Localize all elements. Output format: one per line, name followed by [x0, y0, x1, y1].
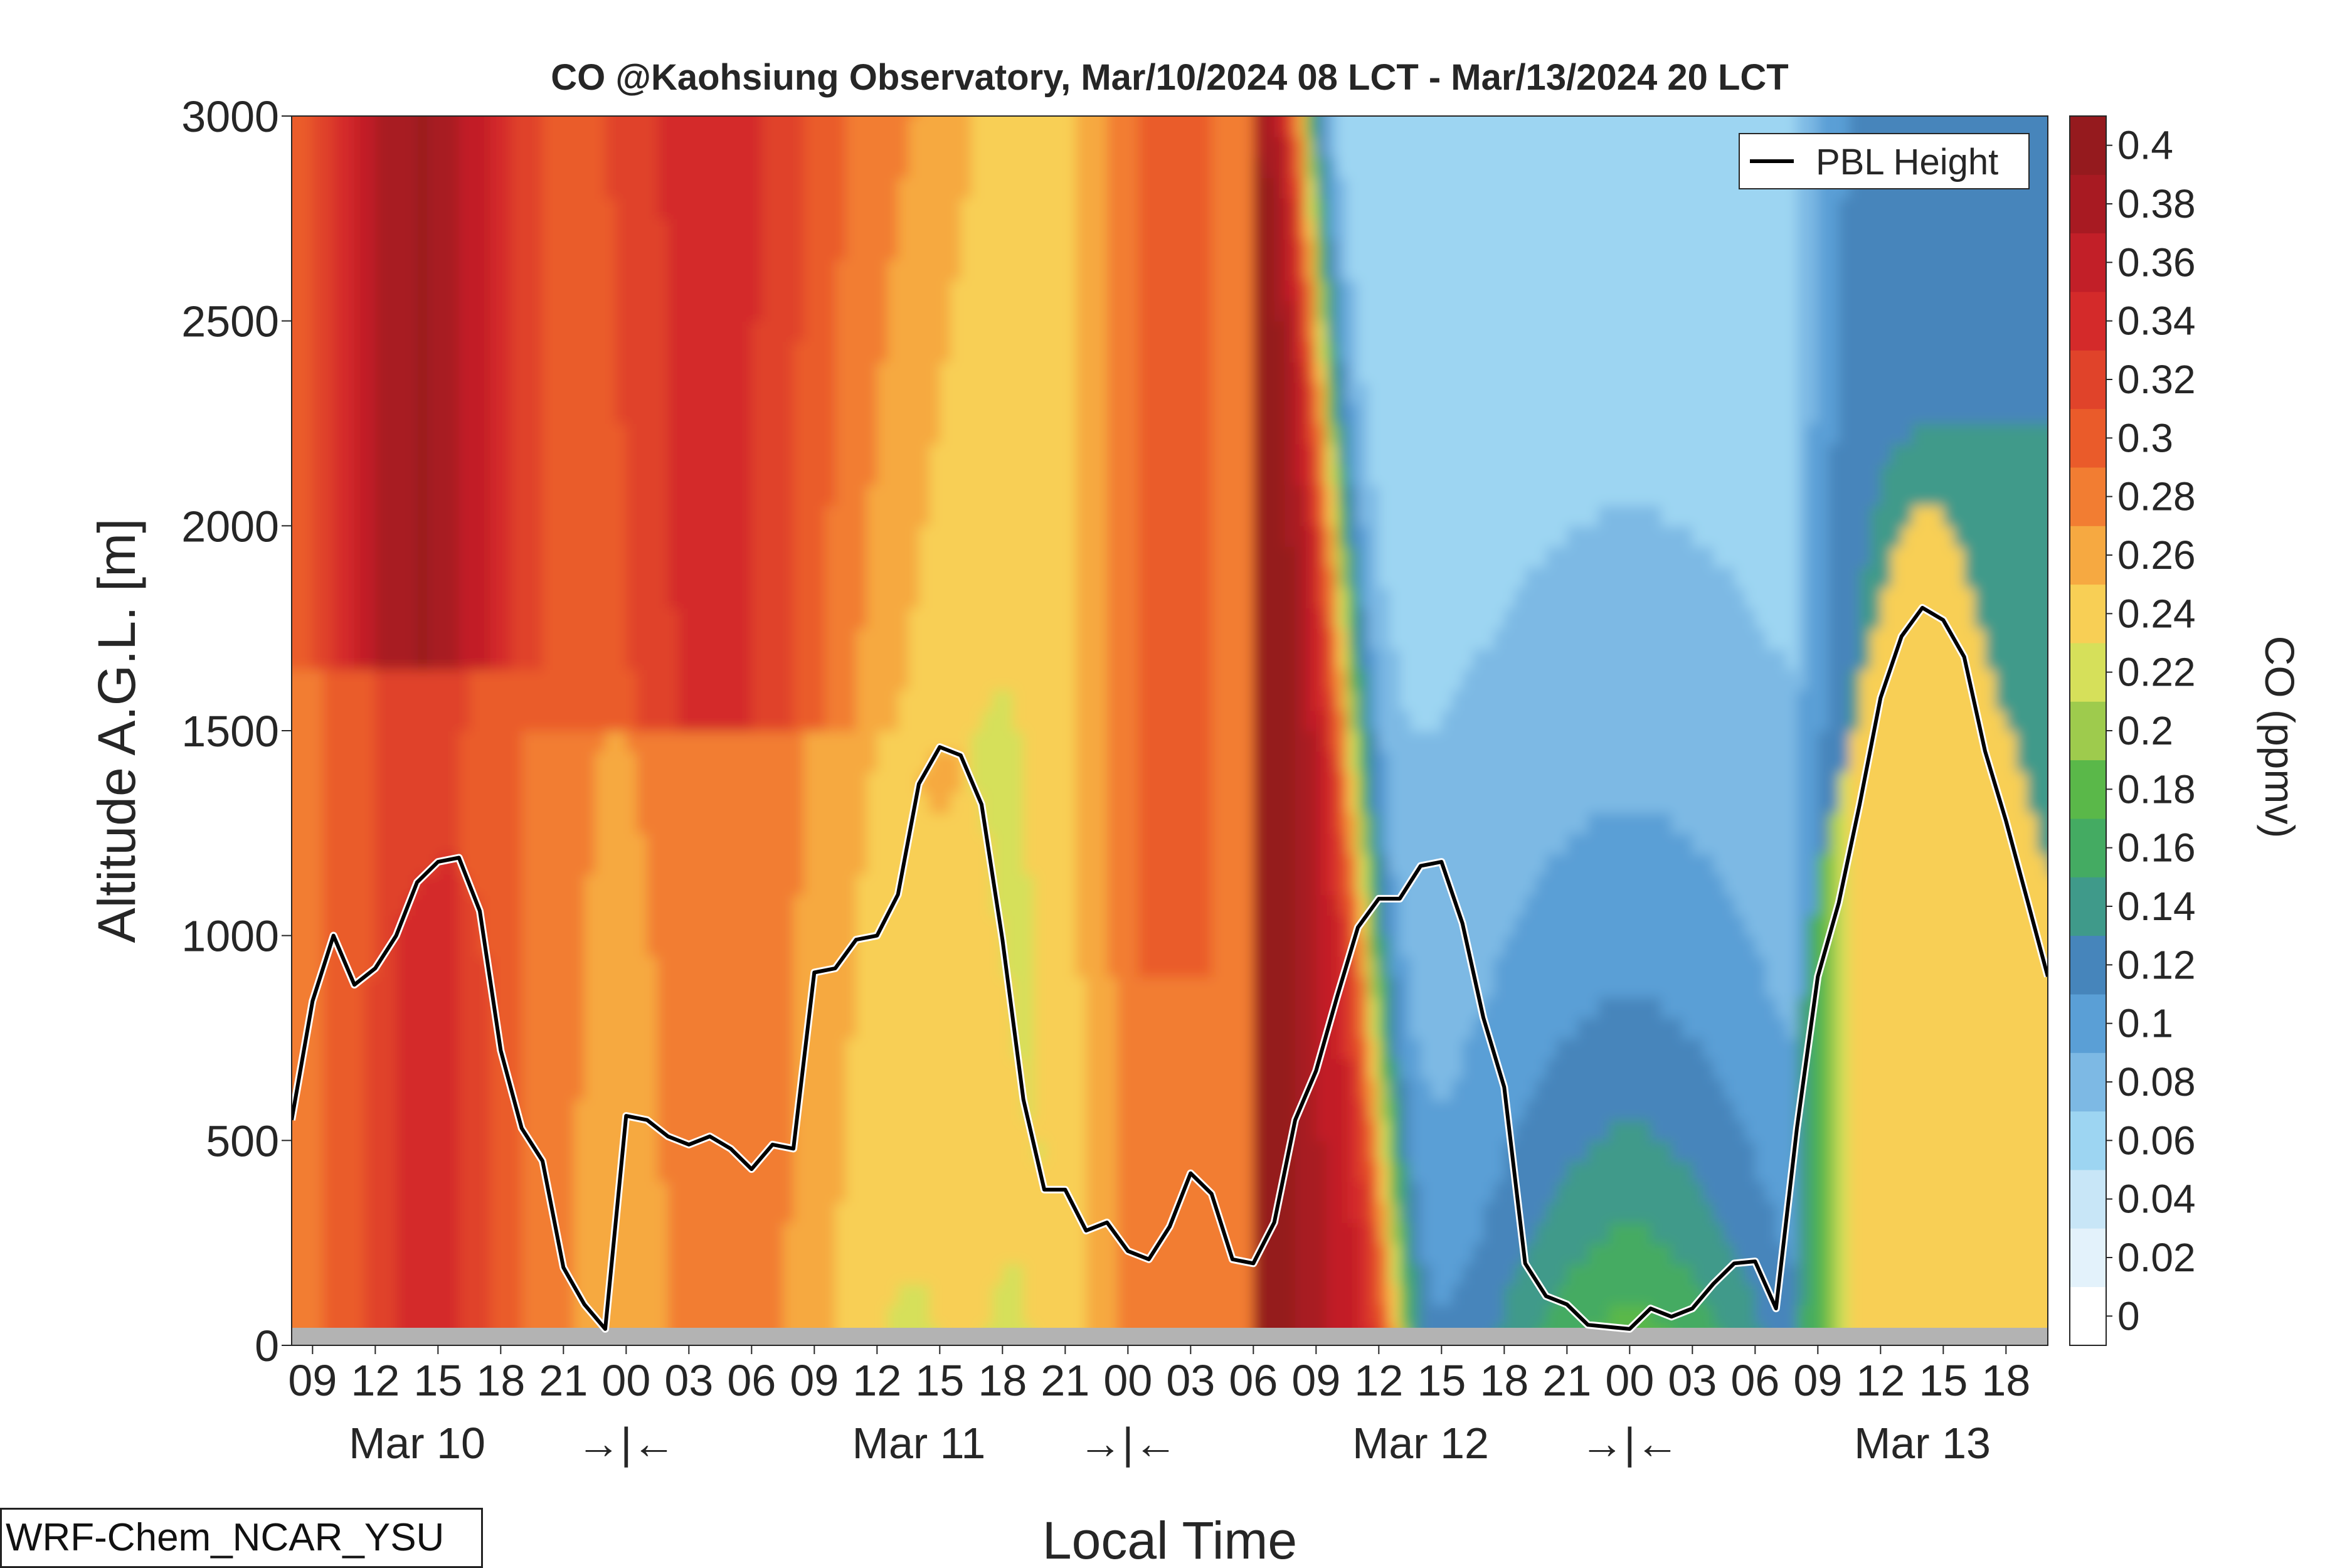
colorbar-segment — [2070, 1170, 2106, 1229]
colorbar: 0 0.02 0.04 0.06 0.08 0.1 0.12 0.14 0.16 0.18 0.2 0… — [2069, 115, 2196, 1346]
colorbar-segment — [2070, 701, 2106, 761]
colorbar-tick-label: 0.28 — [2117, 474, 2196, 519]
colorbar-tick-label: 0.34 — [2117, 299, 2196, 344]
colorbar-segment — [2070, 877, 2106, 936]
colorbar-label: CO (ppmv) — [2257, 636, 2303, 839]
surface-band — [292, 1328, 2048, 1345]
colorbar-segment — [2070, 350, 2106, 410]
x-tick-label: 06 — [1730, 1356, 1779, 1405]
colorbar-segment — [2070, 1111, 2106, 1170]
x-date-label: Mar 10 — [349, 1419, 485, 1468]
colorbar-segment — [2070, 233, 2106, 292]
x-tick-label: 03 — [1166, 1356, 1215, 1405]
x-tick-label: 06 — [1229, 1356, 1278, 1405]
plot-area — [292, 116, 2048, 1345]
x-tick-label: 09 — [288, 1356, 337, 1405]
colorbar-tick-label: 0.1 — [2117, 1001, 2173, 1046]
x-tick-label: 18 — [978, 1356, 1027, 1405]
colorbar-segment — [2070, 174, 2106, 234]
y-tick-label: 3000 — [181, 92, 279, 141]
y-axis-label: Altitude A.G.L. [m] — [87, 519, 146, 943]
x-tick-label: 18 — [476, 1356, 525, 1405]
colorbar-tick-label: 0.04 — [2117, 1177, 2196, 1222]
x-tick-label: 21 — [1041, 1356, 1089, 1405]
pbl-height-line — [292, 606, 2048, 1331]
colorbar-tick-label: 0.26 — [2117, 532, 2196, 578]
colorbar-segment — [2070, 1228, 2106, 1288]
x-axis: 09 12 15 18 21 00 03 06 09 12 15 18 21 00 03 06 09 12 15 18… — [288, 1345, 2030, 1468]
y-tick-label: 0 — [255, 1322, 279, 1370]
colorbar-segment — [2070, 584, 2106, 644]
y-axis: 0 500 1000 1500 2000 2500 3000 — [181, 92, 292, 1370]
x-tick-label: 15 — [413, 1356, 462, 1405]
colorbar-tick-label: 0.3 — [2117, 415, 2173, 460]
x-tick-label: 15 — [915, 1356, 964, 1405]
x-tick-label: 15 — [1919, 1356, 1968, 1405]
x-tick-label: 00 — [601, 1356, 650, 1405]
colorbar-segment — [2070, 116, 2106, 175]
x-tick-label: 12 — [351, 1356, 400, 1405]
colorbar-tick-label: 0.06 — [2117, 1118, 2196, 1163]
colorbar-tick-label: 0.24 — [2117, 591, 2196, 636]
colorbar-tick-label: 0.02 — [2117, 1235, 2196, 1280]
colorbar-tick-label: 0.22 — [2117, 650, 2196, 695]
colorbar-segment — [2070, 935, 2106, 995]
colorbar-tick-label: 0.12 — [2117, 942, 2196, 987]
colorbar-tick-label: 0.2 — [2117, 708, 2173, 753]
legend-entry-pbl: PBL Height — [1816, 142, 1998, 183]
colorbar-tick-label: 0.18 — [2117, 766, 2196, 812]
x-tick-label: 21 — [539, 1356, 588, 1405]
x-tick-label: 18 — [1480, 1356, 1528, 1405]
colorbar-tick-label: 0.14 — [2117, 884, 2196, 929]
chart-title: CO @Kaohsiung Observatory, Mar/10/2024 0… — [551, 57, 1788, 98]
colorbar-tick-label: 0.38 — [2117, 181, 2196, 226]
y-tick-label: 1500 — [181, 707, 279, 756]
colorbar-segment — [2070, 292, 2106, 351]
y-tick-label: 2500 — [181, 297, 279, 346]
y-tick-label: 2000 — [181, 502, 279, 551]
colorbar-segment — [2070, 760, 2106, 819]
x-date-label: Mar 11 — [852, 1419, 986, 1468]
colorbar-tick-label: 0.32 — [2117, 357, 2196, 402]
colorbar-segment — [2070, 643, 2106, 702]
x-tick-label: 18 — [1981, 1356, 2030, 1405]
y-tick-label: 500 — [206, 1116, 279, 1165]
model-label: WRF-Chem_NCAR_YSU — [0, 1508, 483, 1568]
concentration-field — [292, 116, 2048, 1345]
colorbar-segment — [2070, 526, 2106, 585]
x-tick-label: 09 — [1291, 1356, 1340, 1405]
colorbar-segment — [2070, 1052, 2106, 1112]
x-date-label: Mar 13 — [1854, 1419, 1991, 1468]
x-date-label: →|← — [576, 1419, 675, 1468]
x-tick-label: 12 — [1856, 1356, 1905, 1405]
x-tick-label: 03 — [664, 1356, 713, 1405]
x-date-label: →|← — [1580, 1419, 1679, 1468]
x-tick-label: 06 — [727, 1356, 776, 1405]
x-tick-label: 00 — [1605, 1356, 1654, 1405]
x-tick-label: 09 — [1793, 1356, 1842, 1405]
x-tick-label: 09 — [790, 1356, 839, 1405]
colorbar-tick-label: 0 — [2117, 1293, 2140, 1338]
colorbar-segment — [2070, 467, 2106, 526]
x-date-label: →|← — [1078, 1419, 1177, 1468]
x-tick-label: 12 — [1354, 1356, 1403, 1405]
colorbar-segment — [2070, 994, 2106, 1053]
x-tick-label: 00 — [1103, 1356, 1152, 1405]
colorbar-tick-label: 0.16 — [2117, 825, 2196, 871]
colorbar-segment — [2070, 408, 2106, 468]
x-tick-label: 15 — [1417, 1356, 1466, 1405]
x-tick-label: 12 — [852, 1356, 901, 1405]
legend: PBL Height — [1739, 133, 2030, 189]
colorbar-tick-label: 0.08 — [2117, 1059, 2196, 1104]
x-tick-label: 03 — [1668, 1356, 1717, 1405]
colorbar-tick-label: 0.4 — [2117, 123, 2173, 168]
x-date-label: Mar 12 — [1352, 1419, 1489, 1468]
y-tick-label: 1000 — [181, 912, 279, 961]
x-tick-label: 21 — [1542, 1356, 1591, 1405]
colorbar-segment — [2070, 818, 2106, 877]
colorbar-segment — [2070, 1286, 2106, 1346]
x-axis-label: Local Time — [1042, 1511, 1297, 1568]
colorbar-tick-label: 0.36 — [2117, 240, 2196, 285]
